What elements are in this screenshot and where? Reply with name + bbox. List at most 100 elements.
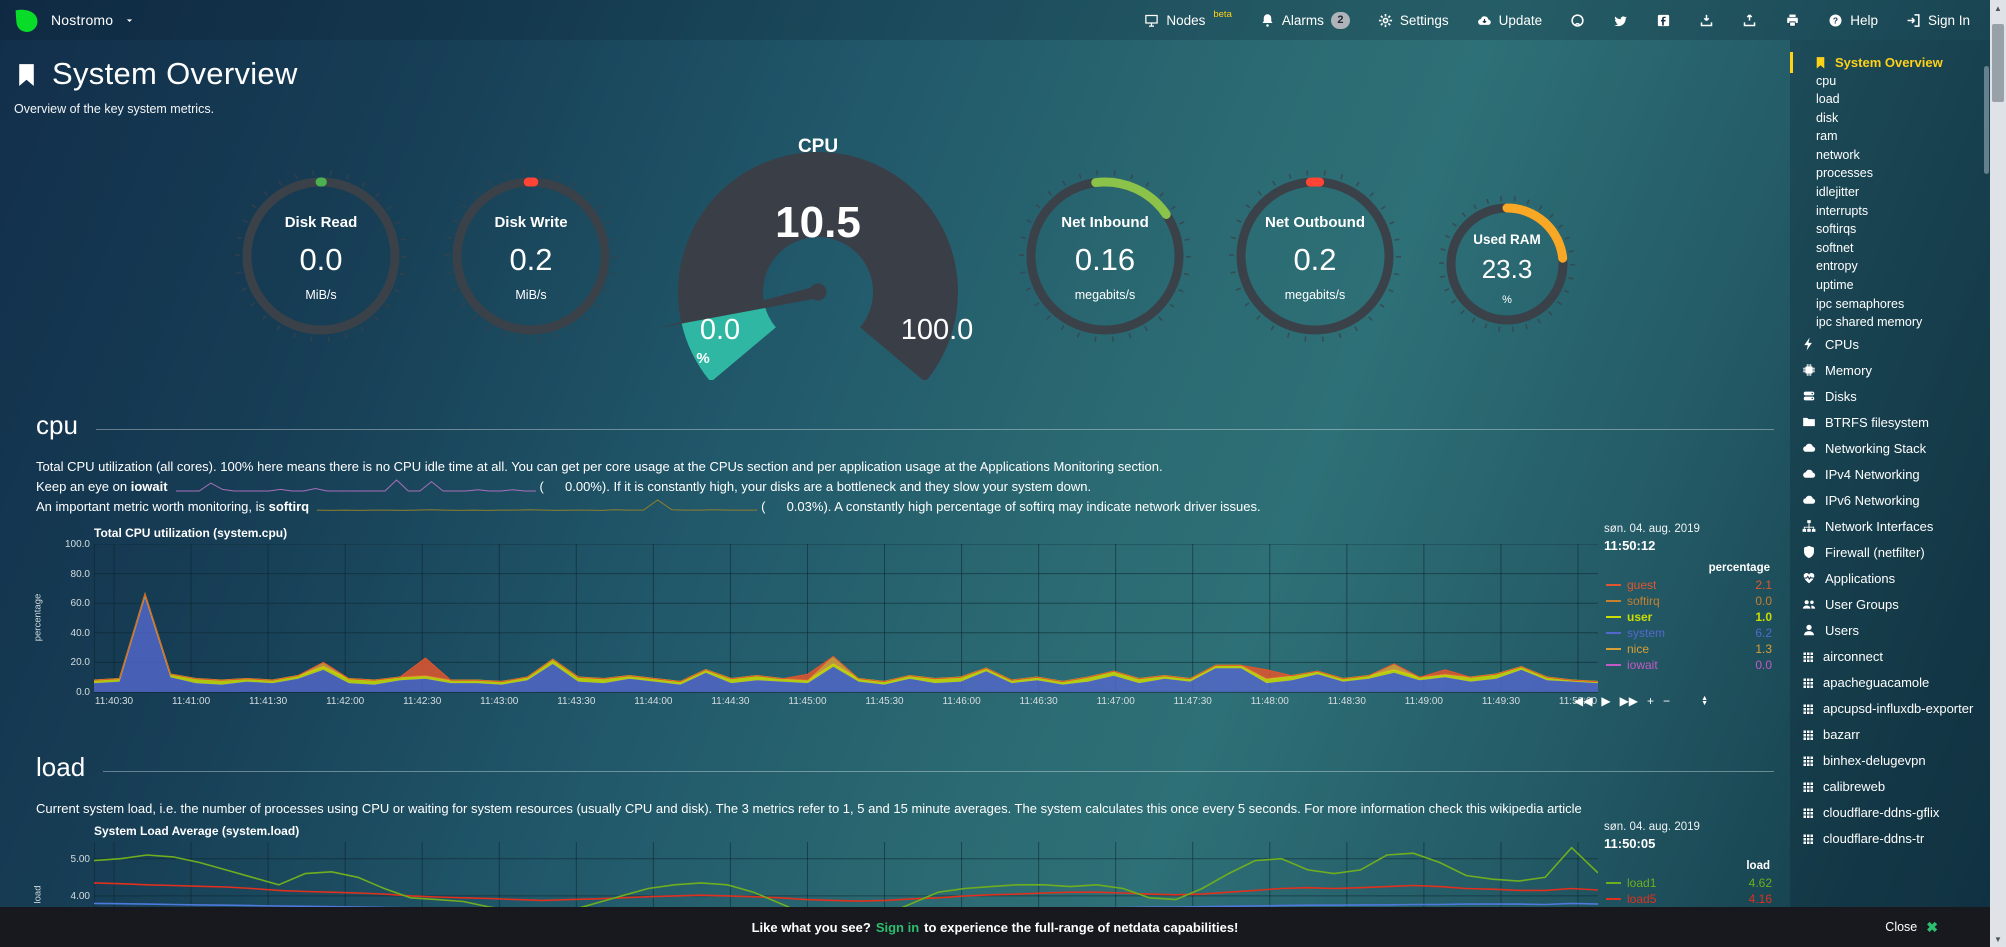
sidebar-item-apcupsd-influxdb-exporter[interactable]: apcupsd-influxdb-exporter (1790, 696, 1990, 722)
gauge-used-ram[interactable]: Used RAM 23.3% (1437, 194, 1577, 334)
cpu-section: cpu Total CPU utilization (all cores). 1… (33, 410, 1774, 722)
page-title: System Overview (52, 56, 298, 91)
nav-item-help[interactable]: Help (1814, 13, 1892, 28)
sidebar-scrollbar-thumb[interactable] (1984, 66, 1989, 174)
gauge-canvas (1229, 170, 1401, 342)
sidebar-subitem-interrupts[interactable]: interrupts (1816, 203, 1869, 218)
sidebar-subitem-softirqs[interactable]: softirqs (1816, 222, 1857, 237)
sidebar-item-system-overview[interactable]: System Overview (1790, 52, 1990, 73)
legend-row-softirq[interactable]: softirq 0.0 (1604, 593, 1772, 609)
sidebar-subitem-network[interactable]: network (1816, 147, 1860, 162)
node-selector[interactable]: Nostromo (14, 8, 134, 33)
sidebar-item-user-groups[interactable]: User Groups (1790, 592, 1990, 618)
nav-item-sign-in[interactable]: Sign In (1892, 13, 1984, 28)
gauge-title: CPU (797, 136, 839, 157)
chart-ytick: 80.0 (70, 568, 90, 580)
scrollbar-thumb[interactable] (1992, 24, 2004, 102)
gauge-disk-read[interactable]: Disk Read 0.0 MiB/s (233, 168, 409, 344)
desc-paren: ( (539, 479, 544, 494)
sidebar-item-memory[interactable]: Memory (1790, 358, 1990, 384)
sign-in-link[interactable]: Sign in (875, 919, 920, 935)
sidebar-item-apacheguacamole[interactable]: apacheguacamole (1790, 670, 1990, 696)
nav-item-download[interactable] (1685, 13, 1728, 28)
gauge-title: Used RAM (1473, 232, 1541, 247)
user-icon (1802, 623, 1816, 637)
legend-row-load1[interactable]: load1 4.62 (1604, 875, 1772, 891)
section-rule (95, 429, 1774, 430)
sidebar-subitem-ipc-semaphores[interactable]: ipc semaphores (1816, 296, 1905, 311)
hostname[interactable]: Nostromo (51, 12, 114, 28)
sidebar-subitem-processes[interactable]: processes (1816, 166, 1873, 181)
chart-zoom-out-button[interactable]: − (1663, 694, 1671, 708)
scrollbar-up-arrow[interactable]: ▲ (1994, 3, 2002, 13)
chart-resize-button[interactable]: ▲ ▼ (1701, 695, 1708, 707)
sidebar-subitem-idlejitter[interactable]: idlejitter (1816, 185, 1860, 200)
sidebar-subitem-disk[interactable]: disk (1816, 110, 1839, 125)
sidebar-item-applications[interactable]: Applications (1790, 566, 1990, 592)
sidebar-item-ipv6-networking[interactable]: IPv6 Networking (1790, 488, 1990, 514)
legend-row-iowait[interactable]: iowait 0.0 (1604, 657, 1772, 673)
nav-item-facebook[interactable] (1642, 13, 1685, 28)
sidebar-item-network-interfaces[interactable]: Network Interfaces (1790, 514, 1990, 540)
nav-item-twitter[interactable] (1599, 13, 1642, 28)
chart-xtick: 11:40:30 (94, 696, 134, 707)
sidebar-item-cloudflare-ddns-tr[interactable]: cloudflare-ddns-tr (1790, 826, 1990, 852)
sitemap-icon (1802, 519, 1816, 533)
sidebar-item-calibreweb[interactable]: calibreweb (1790, 774, 1990, 800)
sidebar-item-firewall-netfilter-[interactable]: Firewall (netfilter) (1790, 540, 1990, 566)
nav-item-alarms[interactable]: Alarms 2 (1246, 11, 1364, 29)
sidebar-item-cpus[interactable]: CPUs (1790, 332, 1990, 358)
alarms-count-badge: 2 (1330, 11, 1350, 29)
legend-value: 1.3 (1755, 642, 1772, 656)
sidebar-item-airconnect[interactable]: airconnect (1790, 644, 1990, 670)
gauge-disk-write[interactable]: Disk Write 0.2 MiB/s (443, 168, 619, 344)
sidebar-subitem-softnet[interactable]: softnet (1816, 240, 1854, 255)
legend-row-nice[interactable]: nice 1.3 (1604, 641, 1772, 657)
legend-row-guest[interactable]: guest 2.1 (1604, 577, 1772, 593)
chart-xtick: 11:48:00 (1250, 696, 1289, 707)
chart-zoom-in-button[interactable]: + (1647, 694, 1655, 708)
sidebar-item-disks[interactable]: Disks (1790, 384, 1990, 410)
sidebar-subitem-cpu[interactable]: cpu (1816, 73, 1837, 88)
legend-row-system[interactable]: system 6.2 (1604, 625, 1772, 641)
window-scrollbar[interactable]: ▲ ▼ (1990, 0, 2006, 947)
sidebar-subitem-ram[interactable]: ram (1816, 129, 1838, 144)
chart-ytick: 20.0 (70, 657, 90, 669)
sidebar-subitem-ipc-shared-memory[interactable]: ipc shared memory (1816, 315, 1923, 330)
sidebar-subitem-uptime[interactable]: uptime (1816, 278, 1854, 293)
chart-play-button[interactable]: ▶ (1601, 694, 1611, 708)
sidebar-item-binhex-delugevpn[interactable]: binhex-delugevpn (1790, 748, 1990, 774)
sidebar-item-ipv4-networking[interactable]: IPv4 Networking (1790, 462, 1990, 488)
cpu-chart-canvas[interactable] (94, 544, 1598, 694)
chart-pan-forward-button[interactable]: ▶▶ (1619, 694, 1639, 708)
sidebar: System Overview cpu load disk ram network proc… (1790, 40, 1990, 907)
gauge-net-outbound[interactable]: Net Outbound 0.2 megabits/s (1227, 168, 1403, 344)
scrollbar-down-arrow[interactable]: ▼ (1994, 934, 2002, 944)
sidebar-item-cloudflare-ddns-gflix[interactable]: cloudflare-ddns-gflix (1790, 800, 1990, 826)
nav-item-print[interactable] (1771, 13, 1814, 28)
gauge-cpu[interactable]: CPU 10.5 0.0 100.0% (653, 136, 983, 380)
legend-row-user[interactable]: user 1.0 (1604, 609, 1772, 625)
sidebar-subitem-load[interactable]: load (1816, 92, 1840, 107)
sidebar-subitem-entropy[interactable]: entropy (1816, 259, 1858, 274)
nav-item-nodes[interactable]: Nodes beta (1130, 9, 1246, 28)
banner-close-button[interactable]: Close ✖ (1885, 919, 1938, 936)
nav-item-github[interactable] (1556, 13, 1599, 28)
gauge-net-inbound[interactable]: Net Inbound 0.16 megabits/s (1017, 168, 1193, 344)
gauge-title: Disk Read (284, 214, 358, 231)
chart-pan-backward-button[interactable]: ◀◀ (1573, 694, 1593, 708)
close-icon[interactable]: ✖ (1926, 918, 1938, 935)
load-chart-canvas[interactable] (94, 842, 1598, 907)
close-label[interactable]: Close (1885, 920, 1918, 934)
grid-icon (1802, 677, 1814, 689)
sidebar-item-btrfs-filesystem[interactable]: BTRFS filesystem (1790, 410, 1990, 436)
sidebar-item-bazarr[interactable]: bazarr (1790, 722, 1990, 748)
nav-item-settings[interactable]: Settings (1364, 12, 1463, 28)
sidebar-item-users[interactable]: Users (1790, 618, 1990, 644)
sidebar-item-networking-stack[interactable]: Networking Stack (1790, 436, 1990, 462)
legend-row-load5[interactable]: load5 4.16 (1604, 891, 1772, 907)
gauge-units: % (696, 350, 710, 367)
nav-item-upload[interactable] (1728, 13, 1771, 28)
chart-xtick: 11:46:30 (1019, 696, 1058, 707)
nav-item-update[interactable]: Update (1463, 13, 1557, 28)
